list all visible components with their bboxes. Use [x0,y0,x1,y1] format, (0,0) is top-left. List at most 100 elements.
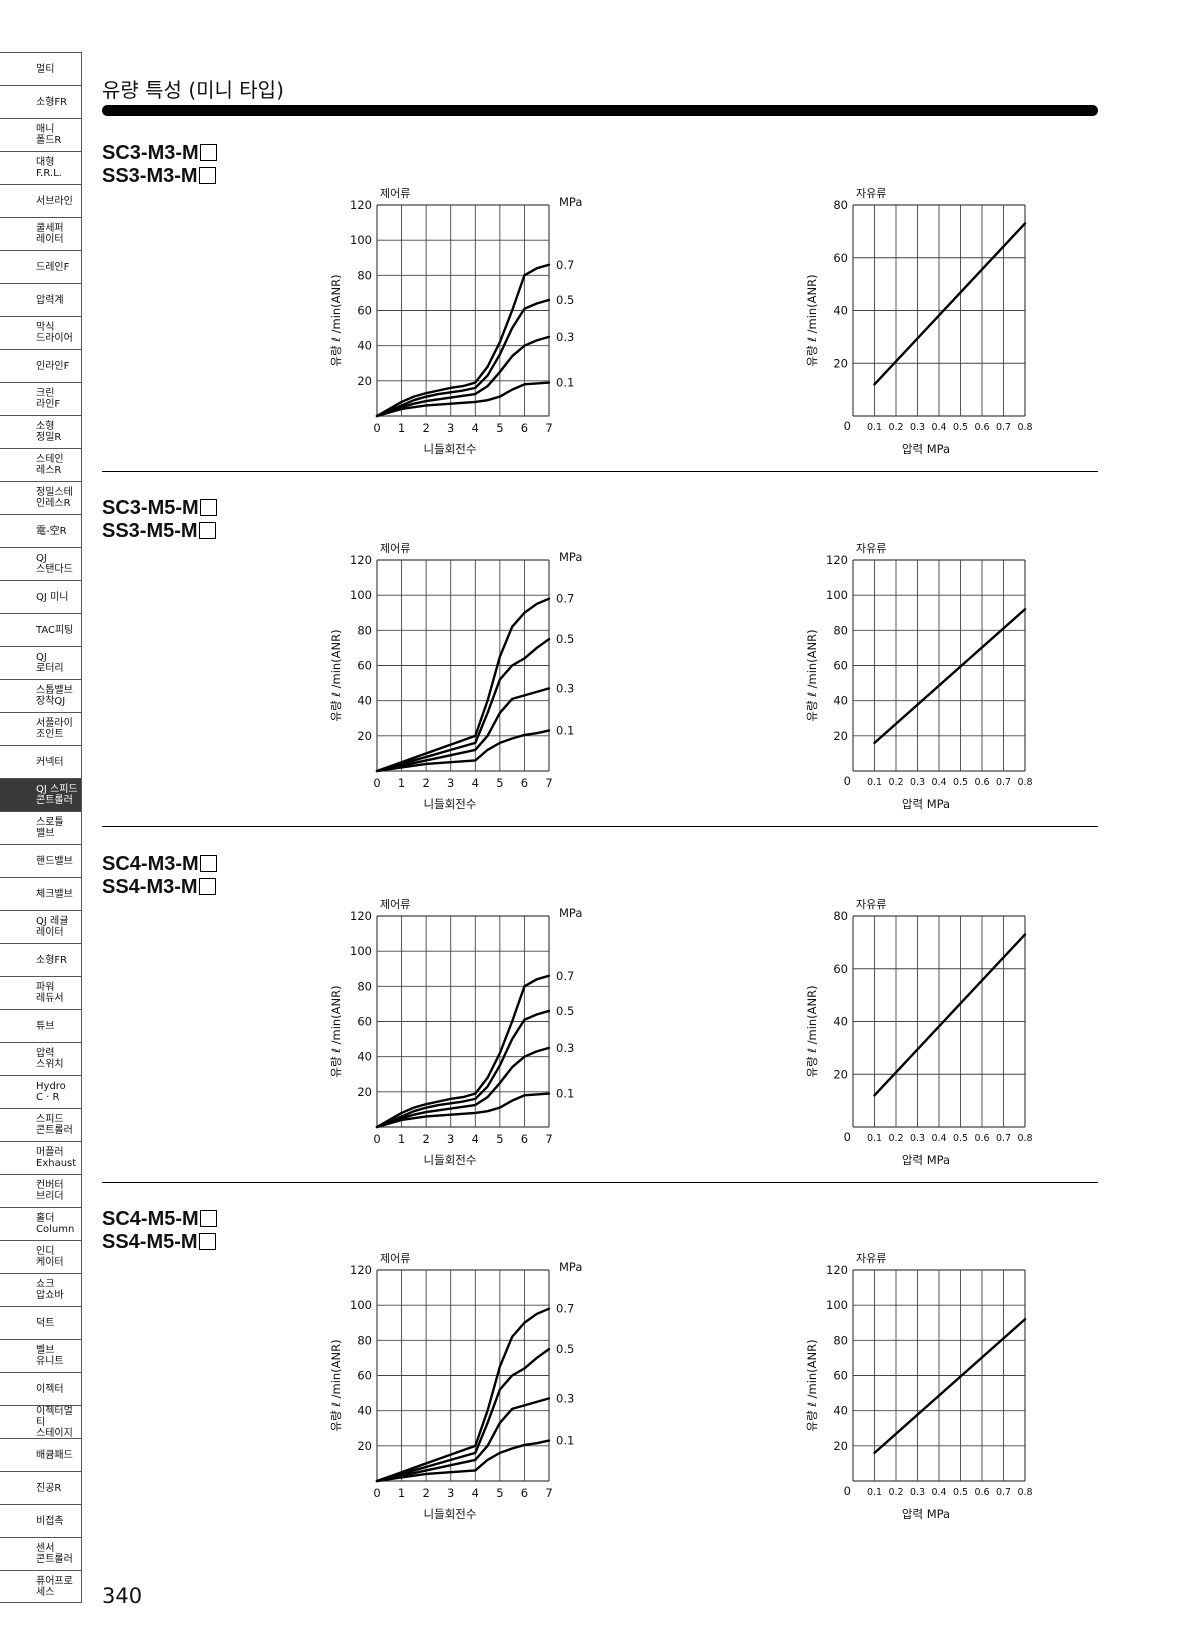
sidebar-tab[interactable]: 멀티 [0,52,82,85]
sidebar-tab[interactable]: QJ 미니 [0,580,82,613]
sidebar-tab[interactable]: 서브라인 [0,184,82,217]
chart-title: 자유류 [856,898,886,911]
x-tick-label: 0.7 [996,777,1011,788]
sidebar-tab[interactable]: QJ 로터리 [0,646,82,679]
sidebar-tab[interactable]: 電-空R [0,514,82,547]
model-suffix-box [199,144,217,161]
x-tick-label: 0.7 [996,422,1011,433]
sidebar-tab[interactable]: 컨버터 브리더 [0,1174,82,1207]
sidebar-tab[interactable]: 정밀스테 인레스R [0,481,82,514]
model-label-block: SC4-M3-M SS4-M3-M [102,853,217,899]
sidebar-tab[interactable]: 머플러 Exhaust [0,1141,82,1174]
sidebar-tab[interactable]: 압력계 [0,283,82,316]
sidebar-tab[interactable]: 배큠패드 [0,1438,82,1471]
sidebar-tab[interactable]: 비접촉 [0,1504,82,1537]
sidebar-tab[interactable]: Hydro C · R [0,1075,82,1108]
series-line [873,222,1027,386]
x-tick-label: 6 [521,1132,528,1146]
sidebar-tab[interactable]: QJ 스피드 콘트롤러 [0,778,82,811]
sidebar-tab[interactable]: 소형FR [0,85,82,118]
sidebar-tab[interactable]: 드레인F [0,250,82,283]
x-tick-label: 0.6 [974,777,989,788]
x-tick-label: 0.3 [910,777,925,788]
sidebar-tab[interactable]: 스피드 콘트롤러 [0,1108,82,1141]
series-line [873,608,1027,745]
sidebar-tab[interactable]: 튜브 [0,1009,82,1042]
unit-label: MPa [559,550,582,564]
x-tick-label: 6 [521,776,528,790]
x-tick-label: 4 [472,1486,479,1500]
model-name: SS3-M3-M [102,165,198,187]
sidebar-tab[interactable]: 스톱밸브 장착QJ [0,679,82,712]
sidebar-tab[interactable]: 인디 케이터 [0,1240,82,1273]
sidebar-tab[interactable]: 크린 라인F [0,382,82,415]
sidebar-tab[interactable]: TAC피팅 [0,613,82,646]
sidebar-tab[interactable]: 체크밸브 [0,877,82,910]
sidebar-tab[interactable]: 퓨어프로 세스 [0,1570,82,1603]
y-tick-label: 60 [833,1369,848,1383]
y-tick-label: 120 [826,553,848,567]
sidebar-tab[interactable]: 이젝터 [0,1372,82,1405]
sidebar-tab[interactable]: 인라인F [0,349,82,382]
section-divider [102,1182,1098,1183]
unit-label: MPa [559,1260,582,1274]
x-tick-label: 0.5 [953,422,968,433]
x-tick-label: 0 [844,419,851,433]
sidebar-tab[interactable]: 막식 드라이어 [0,316,82,349]
series-label: 0.3 [556,681,574,695]
x-axis-label: 니들회전수 [424,797,477,811]
x-tick-label: 2 [422,421,429,435]
y-tick-label: 120 [350,909,372,923]
sidebar-tab[interactable]: 이젝터멀티 스테이지 [0,1405,82,1439]
sidebar-tab[interactable]: 덕트 [0,1306,82,1339]
sidebar-tab[interactable]: 소형FR [0,943,82,976]
sidebar-tab[interactable]: 홀더 Column [0,1207,82,1240]
y-tick-label: 20 [357,1439,372,1453]
sidebar-tab[interactable]: 쇼크 압쇼바 [0,1273,82,1306]
x-tick-label: 1 [398,1486,405,1500]
sidebar-tab[interactable]: 쿨세퍼 레이터 [0,217,82,250]
sidebar-tab[interactable]: 스테인 레스R [0,448,82,481]
page-title: 유량 특성 (미니 타입) [102,78,284,102]
y-tick-label: 100 [350,588,372,602]
sidebar-tab[interactable]: QJ 레귤 레이터 [0,910,82,943]
sidebar-tab[interactable]: 서플라이 조인트 [0,712,82,745]
sidebar-tab[interactable]: 스로틀 밸브 [0,811,82,844]
y-tick-label: 20 [357,374,372,388]
sidebar-tab[interactable]: 파워 레듀서 [0,976,82,1009]
sidebar-tab[interactable]: 압력 스위치 [0,1042,82,1075]
x-tick-label: 3 [447,421,454,435]
x-axis-label: 니들회전수 [424,1507,477,1521]
chart-title: 자유류 [856,1252,886,1265]
sidebar-tab[interactable]: 핸드밸브 [0,844,82,877]
y-tick-label: 20 [357,729,372,743]
sidebar-tab[interactable]: 소형 정밀R [0,415,82,448]
series-line [375,1009,551,1129]
x-tick-label: 5 [496,421,503,435]
unit-label: MPa [559,195,582,209]
model-name: SC4-M5-M [102,1208,199,1230]
model-suffix-box [199,499,217,516]
y-tick-label: 100 [826,588,848,602]
series-label: 0.3 [556,1041,574,1055]
y-axis-label: 유량 ℓ /min(ANR) [805,985,819,1077]
x-tick-label: 0.1 [867,1487,882,1498]
series-label: 0.5 [556,293,574,307]
sidebar-tab[interactable]: QJ 스탠다드 [0,547,82,580]
sidebar-tab[interactable]: 커넥터 [0,745,82,778]
x-tick-label: 0.6 [974,422,989,433]
x-tick-label: 0.6 [974,1487,989,1498]
x-tick-label: 7 [545,421,552,435]
series-line [873,933,1027,1097]
model-label-block: SC3-M5-M SS3-M5-M [102,497,217,543]
series-line [375,263,551,418]
sidebar-tab[interactable]: 매니 폴드R [0,118,82,151]
y-tick-label: 80 [833,198,848,212]
x-tick-label: 3 [447,1486,454,1500]
sidebar-tab[interactable]: 센서 콘트롤러 [0,1537,82,1570]
sidebar-tab[interactable]: 진공R [0,1471,82,1504]
series-line [375,1347,551,1483]
sidebar-tab[interactable]: 벨브 유니트 [0,1339,82,1372]
sidebar-tab[interactable]: 대형 F.R.L. [0,151,82,184]
x-tick-label: 0.7 [996,1133,1011,1144]
